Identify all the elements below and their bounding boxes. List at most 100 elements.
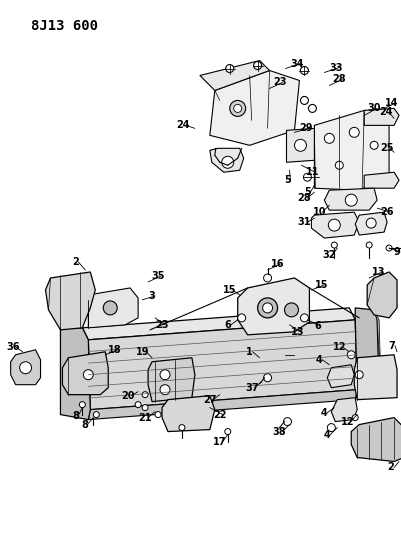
Polygon shape [363, 172, 398, 188]
Text: 6: 6 [224, 320, 231, 330]
Polygon shape [148, 358, 194, 402]
Polygon shape [330, 398, 356, 422]
Text: 22: 22 [213, 410, 226, 419]
Polygon shape [314, 110, 388, 190]
Text: 23: 23 [155, 320, 168, 330]
Text: 14: 14 [385, 99, 398, 108]
Polygon shape [88, 390, 356, 419]
Circle shape [365, 242, 371, 248]
Text: 5: 5 [284, 175, 290, 185]
Polygon shape [373, 310, 380, 390]
Circle shape [365, 218, 375, 228]
Text: 8J13 600: 8J13 600 [30, 19, 97, 33]
Text: 31: 31 [297, 217, 310, 227]
Polygon shape [82, 308, 354, 340]
Text: 17: 17 [213, 437, 226, 447]
Text: 28: 28 [332, 75, 345, 85]
Text: 27: 27 [203, 394, 216, 405]
Text: 15: 15 [223, 285, 236, 295]
Circle shape [346, 351, 354, 359]
Text: 2: 2 [72, 257, 79, 267]
Text: 4: 4 [320, 408, 327, 418]
Text: 16: 16 [270, 259, 284, 269]
Circle shape [83, 370, 93, 379]
Circle shape [257, 298, 277, 318]
Text: 10: 10 [312, 207, 325, 217]
Polygon shape [363, 108, 398, 125]
Circle shape [334, 161, 342, 169]
Polygon shape [324, 188, 376, 210]
Circle shape [300, 314, 308, 322]
Text: 15: 15 [314, 280, 327, 290]
Circle shape [294, 139, 306, 151]
Text: 3: 3 [148, 291, 155, 301]
Circle shape [155, 411, 161, 417]
Circle shape [229, 100, 245, 116]
Text: 13: 13 [371, 267, 385, 277]
Polygon shape [60, 328, 90, 419]
Text: 29: 29 [299, 123, 312, 133]
Polygon shape [88, 288, 138, 328]
Circle shape [135, 402, 141, 408]
Circle shape [225, 64, 233, 72]
Circle shape [351, 415, 357, 421]
Text: 32: 32 [322, 250, 335, 260]
Polygon shape [366, 272, 396, 318]
Text: 26: 26 [379, 207, 393, 217]
Text: 34: 34 [290, 59, 304, 69]
Text: 11: 11 [305, 167, 318, 177]
Text: 38: 38 [272, 426, 286, 437]
Text: 33: 33 [329, 62, 342, 72]
Polygon shape [209, 70, 299, 146]
Polygon shape [286, 128, 314, 162]
Text: 7: 7 [388, 341, 395, 351]
Text: 18: 18 [108, 345, 122, 355]
Text: 12: 12 [332, 342, 345, 352]
Circle shape [142, 405, 148, 410]
Text: 4: 4 [323, 430, 330, 440]
Text: 36: 36 [6, 342, 19, 352]
Circle shape [160, 385, 170, 394]
Text: 9: 9 [393, 247, 399, 257]
Text: 4: 4 [315, 355, 322, 365]
Circle shape [328, 219, 339, 231]
Polygon shape [350, 417, 401, 462]
Circle shape [385, 245, 391, 251]
Text: 21: 21 [138, 413, 152, 423]
Text: 20: 20 [121, 391, 135, 401]
Circle shape [300, 96, 308, 104]
Circle shape [344, 194, 356, 206]
Polygon shape [354, 308, 378, 390]
Text: 8: 8 [81, 419, 87, 430]
Polygon shape [209, 148, 243, 172]
Circle shape [326, 424, 334, 432]
Circle shape [233, 104, 241, 112]
Text: 25: 25 [379, 143, 393, 154]
Circle shape [330, 242, 336, 248]
Text: 1: 1 [246, 347, 252, 357]
Circle shape [283, 417, 291, 425]
Circle shape [324, 133, 334, 143]
Circle shape [160, 370, 170, 379]
Polygon shape [162, 395, 214, 432]
Circle shape [93, 411, 99, 417]
Polygon shape [326, 365, 353, 387]
Circle shape [253, 61, 261, 69]
Text: 13: 13 [290, 327, 304, 337]
Text: 24: 24 [176, 120, 189, 131]
Circle shape [237, 314, 245, 322]
Polygon shape [45, 272, 95, 330]
Circle shape [354, 371, 362, 379]
Text: 37: 37 [244, 383, 258, 393]
Polygon shape [354, 212, 386, 235]
Circle shape [224, 429, 230, 434]
Circle shape [178, 425, 184, 431]
Text: 5: 5 [303, 187, 310, 197]
Polygon shape [11, 350, 41, 385]
Circle shape [300, 67, 308, 75]
Text: 8: 8 [72, 410, 79, 421]
Text: 23: 23 [272, 77, 286, 87]
Text: 35: 35 [151, 271, 164, 281]
Circle shape [308, 104, 316, 112]
Text: 12: 12 [340, 417, 353, 426]
